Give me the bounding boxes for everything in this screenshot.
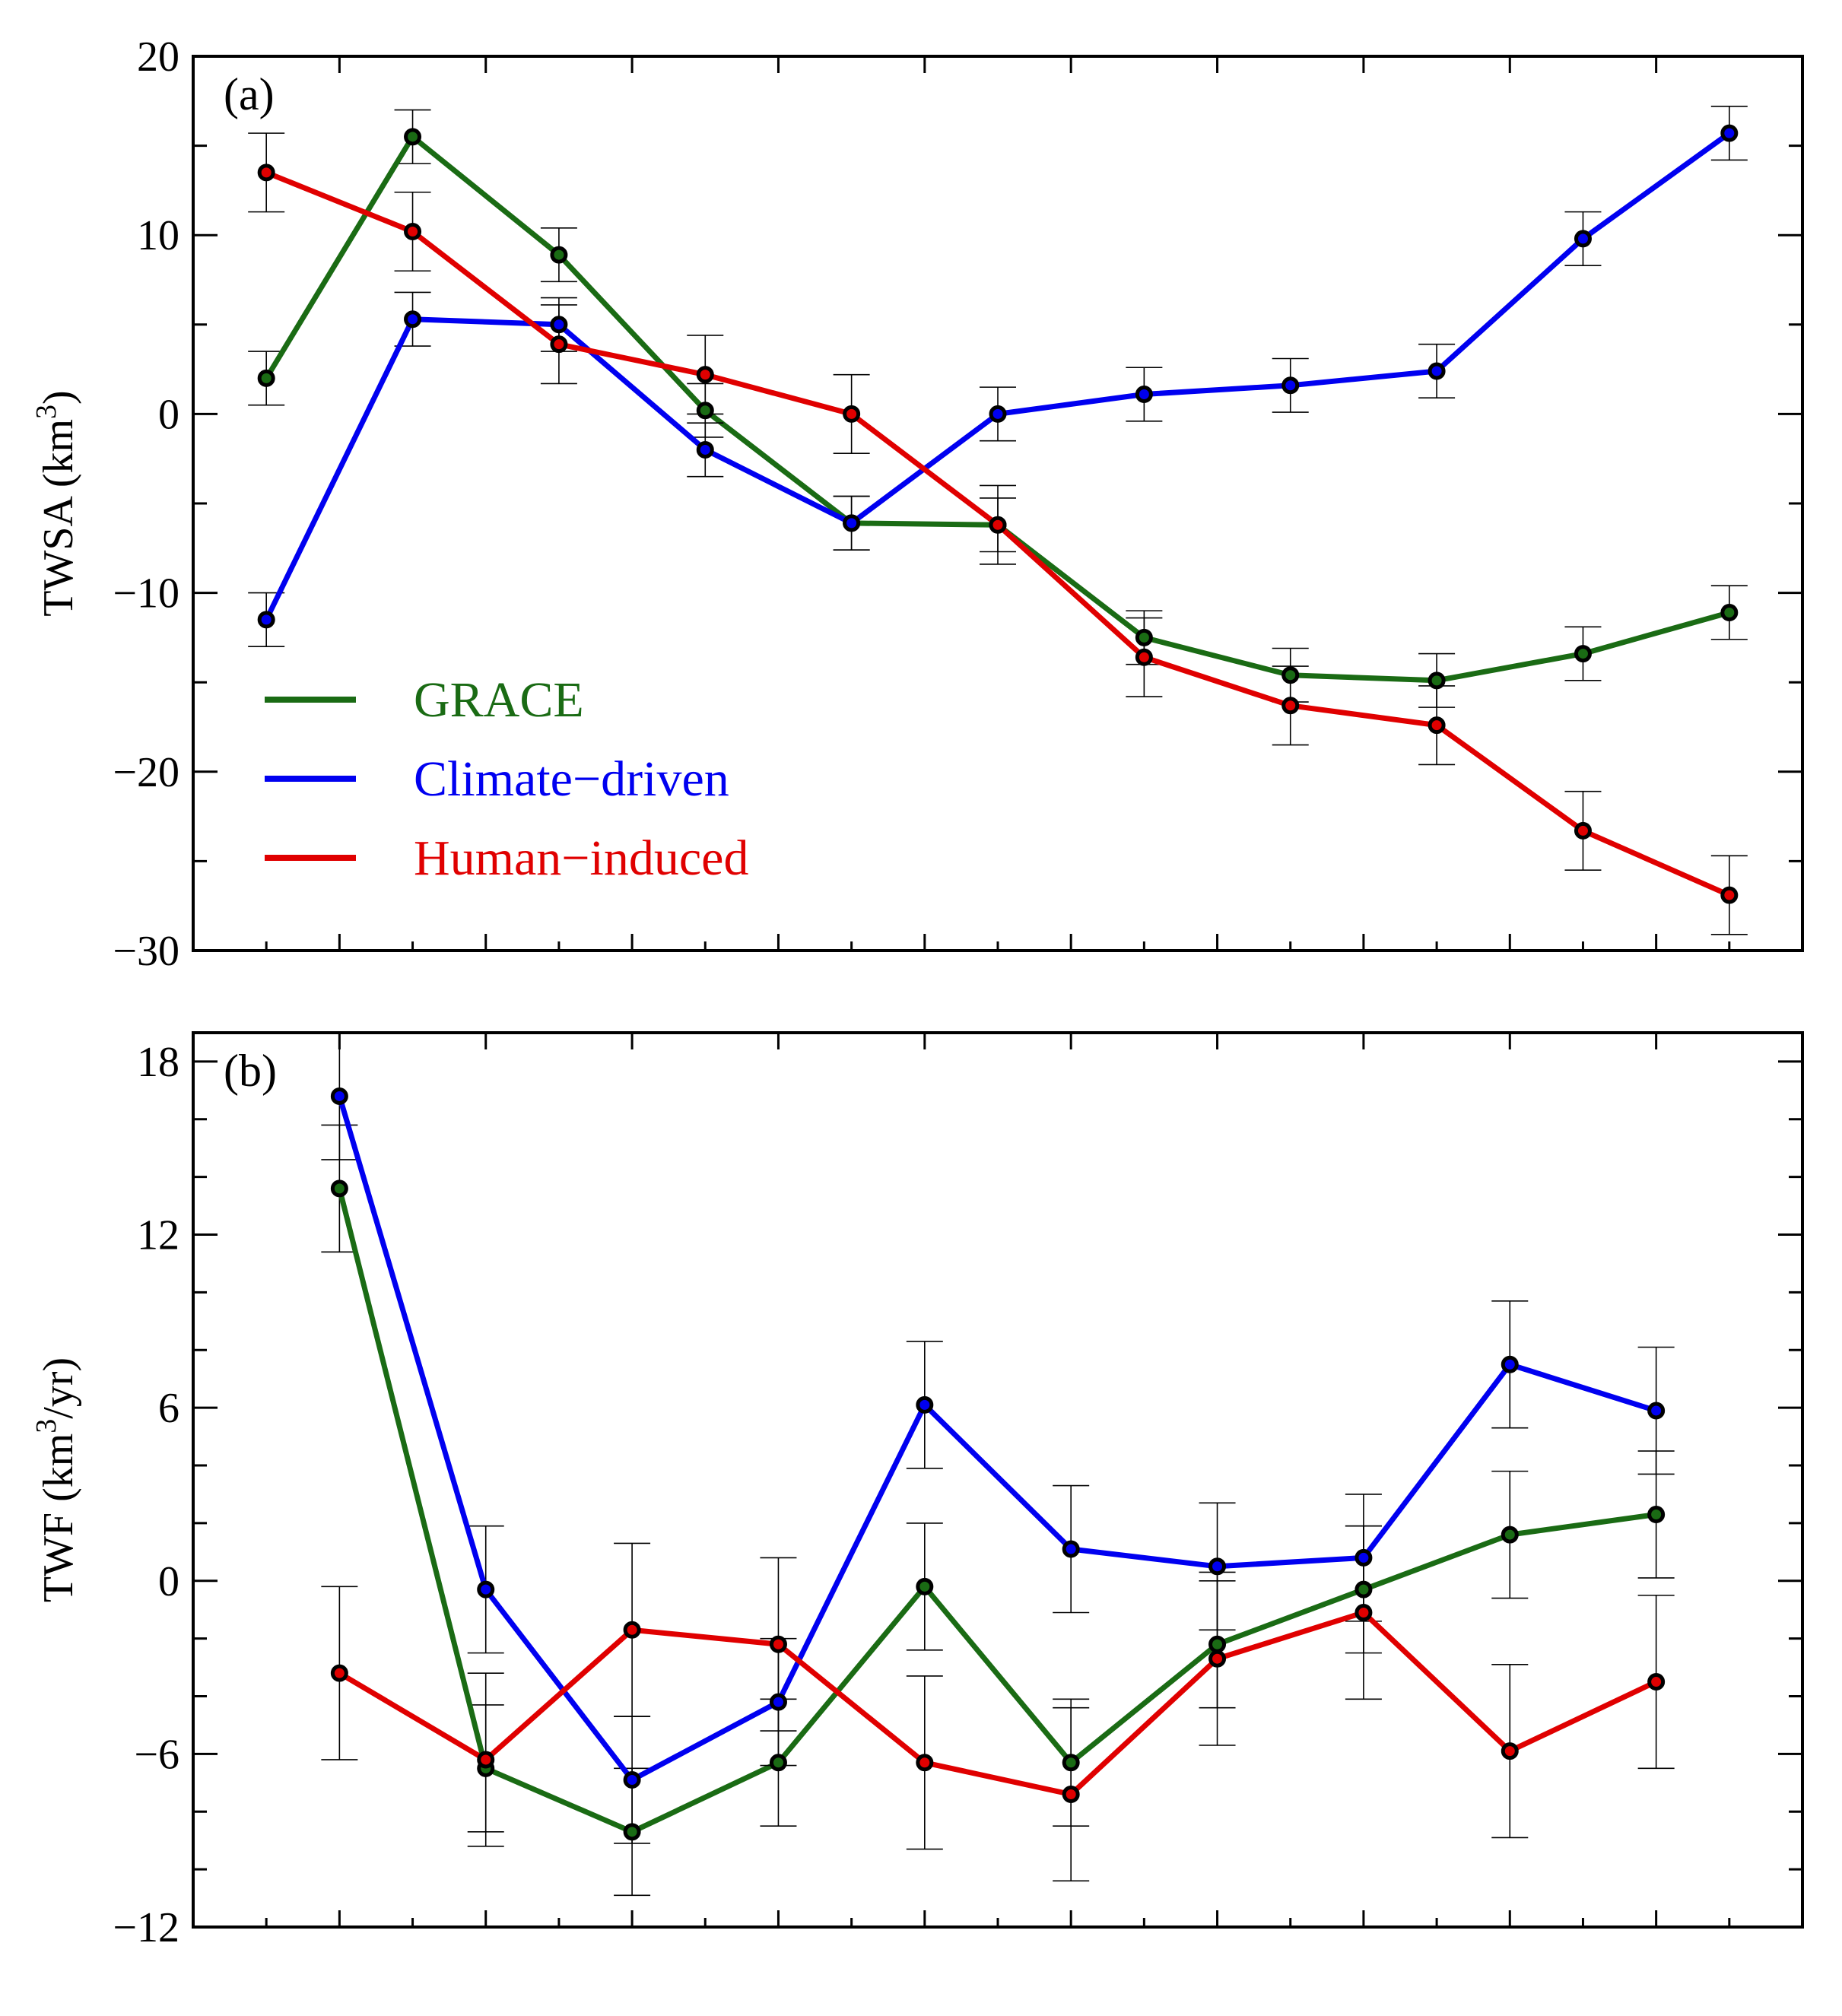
data-point [769,1635,787,1653]
y-tick-label: 18 [137,1039,179,1086]
data-point [550,335,568,354]
y-tick-label: 0 [158,1558,179,1605]
data-point [477,1751,495,1769]
data-point [1720,124,1739,142]
y-tick-label: 10 [137,212,179,259]
data-point [623,1771,641,1789]
data-point [330,1664,348,1682]
data-point [916,1395,934,1414]
data-point [1574,230,1592,248]
y-tick-label: 20 [137,33,179,81]
data-point [623,1621,641,1639]
data-point [330,1087,348,1105]
y-axis-title-text: TWF (km [35,1433,82,1602]
data-point [623,1823,641,1841]
data-point [1135,628,1153,646]
legend: GRACE Climate−driven Human−induced [265,672,748,886]
data-point [989,516,1007,534]
series-line [337,1095,1657,1783]
y-tick-label: 0 [158,391,179,438]
data-point [1355,1548,1373,1567]
y-tick-label: 12 [137,1212,179,1259]
data-point [1208,1635,1227,1653]
data-point [404,222,422,240]
data-point [1355,1580,1373,1599]
data-point [1428,671,1446,690]
data-point [1135,648,1153,666]
y-axis-title: TWF (km3/yr) [30,1357,82,1602]
data-point [477,1580,495,1599]
panel-a: −30 −20 −10 0 10 20 TWSA (km3) (a) GRACE Climate−… [30,33,1804,975]
data-point [696,366,714,384]
data-point [843,514,861,532]
data-point [1062,1754,1080,1772]
data-point [1062,1540,1080,1558]
legend-label: GRACE [414,672,584,728]
y-axis-title-suffix: ) [35,390,82,405]
series-line [337,1188,1657,1835]
y-axis-title-suffix: /yr) [35,1357,82,1419]
data-point [843,405,861,423]
panel-b: −12 −6 0 6 12 18 TWF (km3/yr) (b) [30,1031,1804,1951]
data-point [1647,1673,1666,1691]
data-point [1501,1525,1519,1544]
data-point [989,405,1007,423]
data-point [1355,1604,1373,1622]
data-point [550,246,568,264]
data-point [916,1577,934,1595]
data-point [1647,1506,1666,1524]
data-point [1428,716,1446,735]
data-point [769,1754,787,1772]
data-point [257,611,275,629]
data-point [257,369,275,387]
data-point [696,402,714,420]
panel-label: (b) [224,1046,277,1096]
data-point [1208,1557,1227,1576]
data-point [404,128,422,146]
data-point [1574,821,1592,840]
data-point [1428,362,1446,380]
data-point [1501,1355,1519,1373]
data-point [1647,1402,1666,1420]
panel-label: (a) [224,69,275,119]
data-point [1501,1742,1519,1760]
y-axis-title-text: TWSA (km [35,419,82,617]
y-tick-label: −12 [113,1904,179,1951]
data-point [769,1693,787,1711]
data-point [550,316,568,334]
y-tick-label: −20 [113,749,179,796]
data-point [696,440,714,459]
data-point [1281,376,1300,395]
y-tick-label: −10 [113,570,179,617]
data-point [1720,603,1739,621]
y-axis-title: TWSA (km3) [30,390,82,616]
y-axis-title-sup: 3 [30,1419,62,1433]
data-point [1574,645,1592,663]
data-point [1281,697,1300,715]
data-point [916,1754,934,1772]
data-point [330,1179,348,1198]
legend-label: Climate−driven [414,751,729,807]
data-point [257,164,275,182]
y-tick-label: −30 [113,928,179,975]
data-point [404,310,422,329]
series-line [338,1610,1658,1797]
legend-label: Human−induced [414,830,748,886]
y-tick-label: 6 [158,1385,179,1432]
data-point [1135,386,1153,404]
data-point [1062,1785,1080,1803]
y-axis-title-sup: 3 [30,405,62,419]
y-tick-label: −6 [134,1731,179,1778]
data-point [1208,1649,1227,1668]
data-point [1720,886,1739,904]
data-point [1281,666,1300,684]
